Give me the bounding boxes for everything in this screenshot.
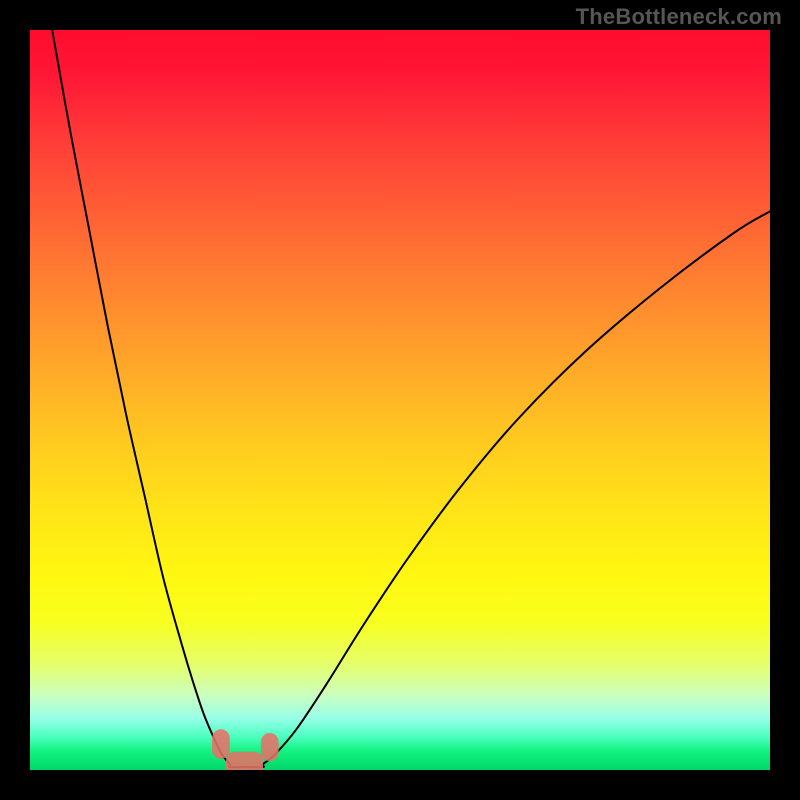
curve-marker-1 (226, 752, 263, 770)
watermark-label: TheBottleneck.com (576, 4, 782, 30)
chart-svg-layer (30, 30, 770, 770)
chart-plot-area (30, 30, 770, 770)
outer-canvas: TheBottleneck.com (0, 0, 800, 800)
curve-marker-2 (261, 733, 279, 761)
curve-marker-0 (212, 729, 230, 759)
bottleneck-curve (52, 30, 770, 767)
